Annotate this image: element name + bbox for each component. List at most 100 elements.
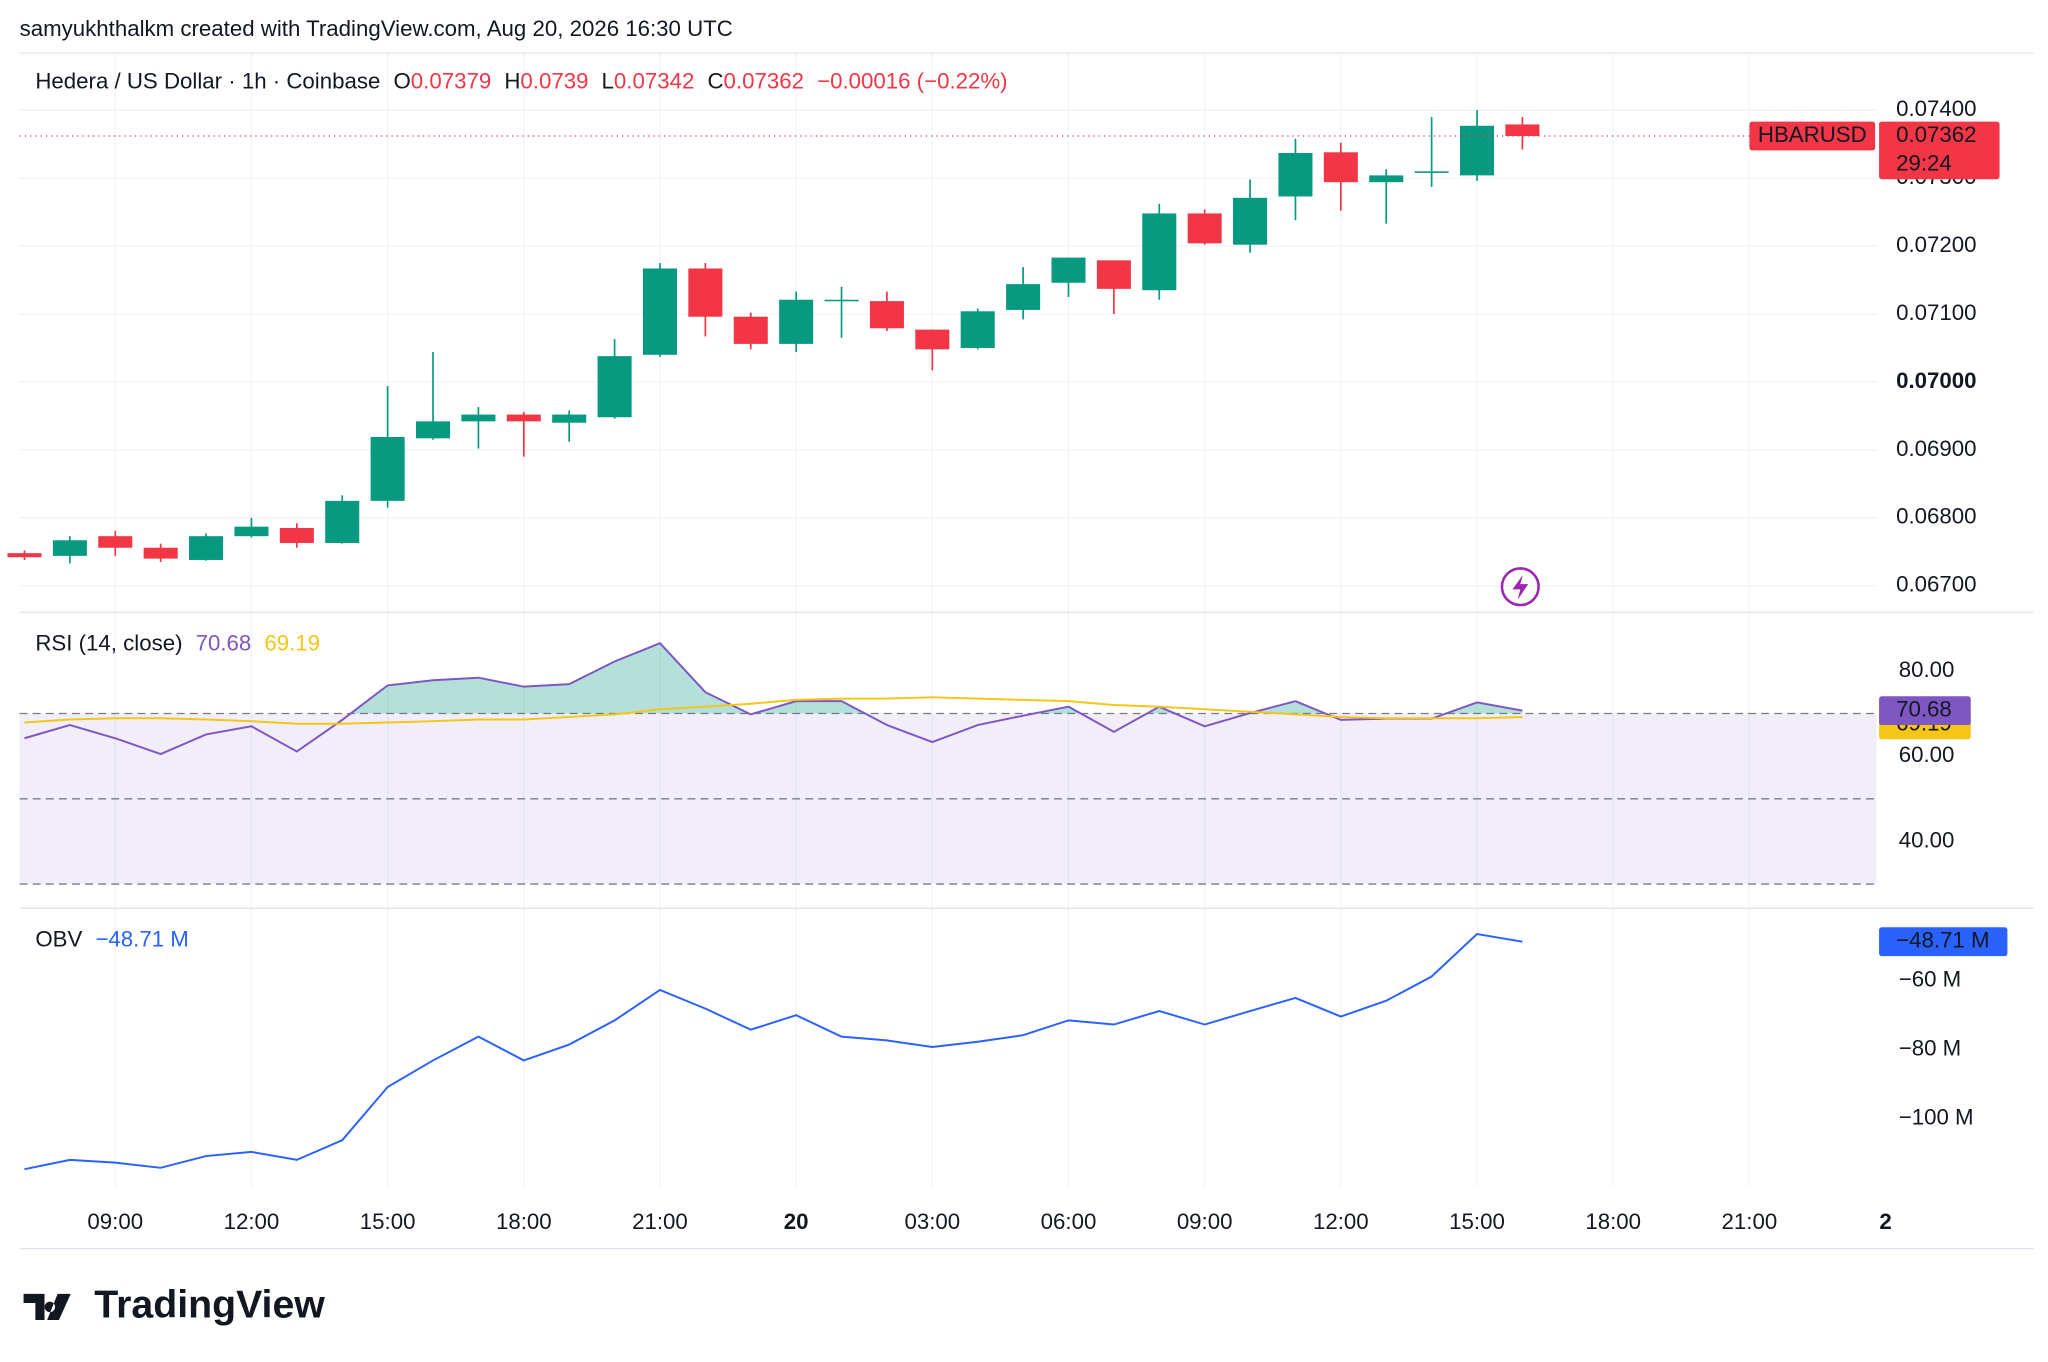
candle-body <box>506 414 541 422</box>
candle-body <box>915 329 950 350</box>
x-tick-label: 21:00 <box>1722 1209 1778 1234</box>
candle-body <box>1459 125 1495 176</box>
y-tick-label: 0.06900 <box>1896 436 1976 461</box>
x-tick-label: 09:00 <box>87 1209 143 1234</box>
y-tick-label: −100 M <box>1899 1105 1974 1130</box>
x-tick-label: 18:00 <box>1585 1209 1641 1234</box>
y-tick-label: 0.07200 <box>1896 232 1976 257</box>
y-tick-label: 60.00 <box>1899 742 1955 767</box>
candle-body <box>415 421 451 439</box>
y-tick-label: 80.00 <box>1899 657 1955 682</box>
x-tick-label: 09:00 <box>1177 1209 1233 1234</box>
candle-body <box>325 500 360 543</box>
y-tick-label: 0.06800 <box>1896 504 1976 529</box>
ohlc-value: 0.07362 <box>724 68 804 93</box>
candle-body <box>960 311 995 348</box>
x-tick-label: 20 <box>784 1209 809 1234</box>
x-tick-label: 03:00 <box>904 1209 960 1234</box>
candle-body <box>1233 197 1268 245</box>
credit: samyukhthalkm created with TradingView.c… <box>20 16 733 41</box>
ohlc-label: H <box>504 68 520 93</box>
x-tick-label: 21:00 <box>632 1209 688 1234</box>
candle-body <box>869 301 904 329</box>
x-tick-label: 18:00 <box>496 1209 552 1234</box>
series-line <box>24 696 1523 725</box>
x-tick-label: 15:00 <box>360 1209 416 1234</box>
candle-body <box>1323 152 1358 183</box>
rsi-legend: RSI (14, close) 70.68 69.19 <box>35 630 320 655</box>
logo-text: TradingView <box>94 1282 325 1326</box>
candle-body <box>688 268 723 317</box>
price-legend: Hedera / US Dollar · 1h · Coinbase O0.073… <box>35 68 1007 93</box>
price-change: −0.00016 (−0.22%) <box>817 68 1008 93</box>
symbol-tag <box>1749 121 1876 151</box>
candle-body <box>552 414 587 423</box>
rsi-ma-value: 69.19 <box>264 630 320 655</box>
candle-body <box>1006 284 1041 310</box>
ohlc-label: L <box>602 68 614 93</box>
candle-body <box>1369 175 1404 183</box>
value-tag <box>1879 927 2008 957</box>
value-tag-text: 70.68 <box>1896 696 1952 721</box>
obv-title: OBV <box>35 926 82 951</box>
ohlc-label: C <box>707 68 723 93</box>
candle-body <box>597 356 632 418</box>
y-tick-label: −80 M <box>1899 1036 1961 1061</box>
ohlc-value: 0.07342 <box>614 68 694 93</box>
candle-body <box>824 299 859 302</box>
x-tick-label: 06:00 <box>1041 1209 1097 1234</box>
candle-body <box>52 540 87 556</box>
candle-body <box>234 526 269 537</box>
ohlc-label: O <box>393 68 410 93</box>
y-tick-label: 0.07000 <box>1896 368 1976 393</box>
candle-body <box>143 547 178 559</box>
symbol-title: Hedera / US Dollar · 1h · Coinbase <box>35 68 380 93</box>
candle-body <box>1142 213 1177 291</box>
marks: 09:00 12:00 15:00 18:00 21:00 20 03:00 06:00 09:… <box>7 96 2008 1234</box>
x-tick-label: 2 <box>1879 1209 1891 1234</box>
value-tag-text: −48.71 M <box>1896 928 1989 953</box>
alert-icon[interactable] <box>1500 567 1540 607</box>
candle-body <box>1278 152 1313 197</box>
candle-body <box>733 316 768 344</box>
y-tick-label: 40.00 <box>1899 827 1955 852</box>
series-line <box>24 642 1523 756</box>
ohlc-value: 0.0739 <box>520 68 588 93</box>
rsi-title: RSI (14, close) <box>35 630 182 655</box>
y-tick-label: 0.07100 <box>1896 300 1976 325</box>
candle-body <box>1414 171 1449 173</box>
y-tick-label: 0.07400 <box>1896 96 1976 121</box>
candle-body <box>189 536 224 560</box>
y-tick-label: −60 M <box>1899 967 1961 992</box>
candle-body <box>1187 213 1222 244</box>
x-tick-label: 15:00 <box>1449 1209 1505 1234</box>
candle-body <box>370 436 405 501</box>
candle-body <box>1051 257 1086 283</box>
obv-value: −48.71 M <box>95 926 188 951</box>
price-tag-text: 0.07362 <box>1896 122 1976 147</box>
y-tick-label: 0.06700 <box>1896 572 1976 597</box>
grid <box>19 53 1877 1187</box>
series-line <box>24 933 1523 1171</box>
candle-body <box>1096 260 1131 289</box>
candle-body <box>7 553 42 558</box>
x-tick-label: 12:00 <box>1313 1209 1369 1234</box>
obv-legend: OBV −48.71 M <box>35 926 188 951</box>
ohlc-value: 0.07379 <box>411 68 491 93</box>
countdown: 29:24 <box>1896 151 1952 176</box>
logo: TradingView <box>23 1282 325 1326</box>
candle-body <box>279 528 314 543</box>
candle-body <box>779 299 814 344</box>
x-tick-label: 12:00 <box>224 1209 280 1234</box>
overbought-fill <box>350 643 1523 714</box>
value-tag <box>1879 696 1971 726</box>
candle-body <box>98 536 133 548</box>
price-tag <box>1879 121 2000 180</box>
rsi-value: 70.68 <box>196 630 252 655</box>
candle-body <box>461 414 496 422</box>
candle-body <box>1505 124 1540 136</box>
symbol-tag-text: HBARUSD <box>1758 122 1867 147</box>
candle-body <box>642 268 677 355</box>
